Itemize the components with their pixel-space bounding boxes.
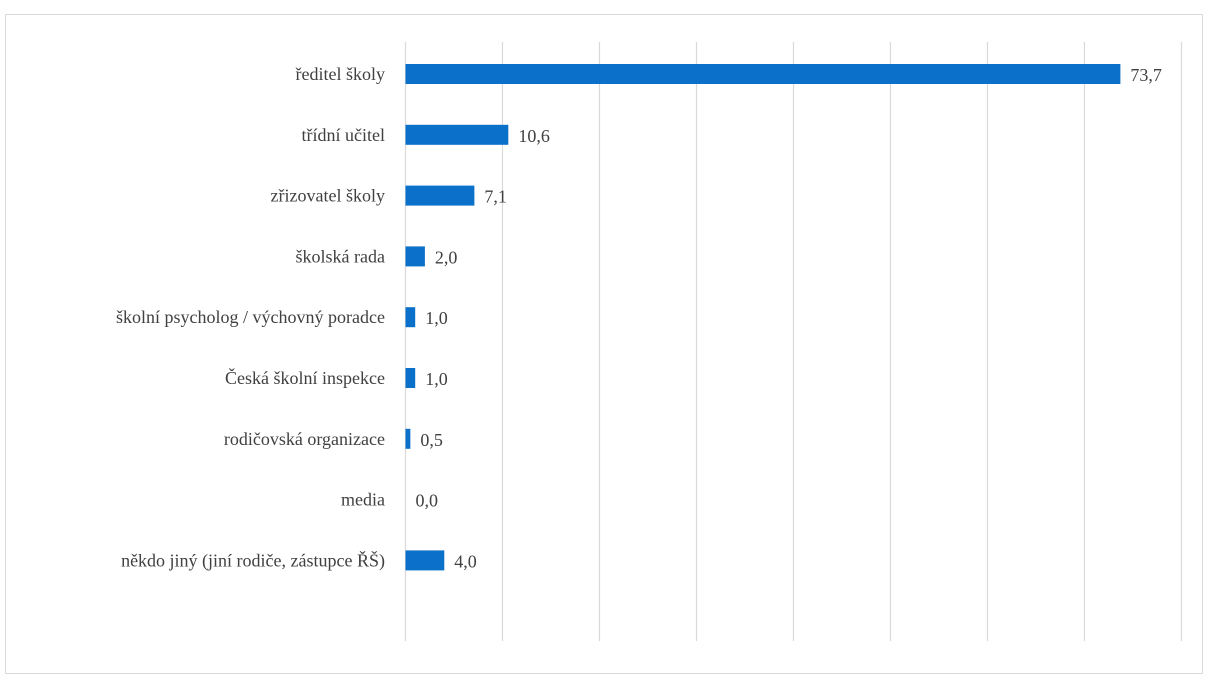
bars [405,64,1121,571]
category-label-8: někdo jiný (jiní rodiče, zástupce ŘŠ) [121,549,385,571]
value-label-3: 2,0 [435,247,458,267]
bar-5 [405,368,416,388]
bar-8 [405,550,445,571]
chart-frame [5,14,1203,674]
bar-0 [405,64,1121,84]
value-label-7: 0,0 [416,491,439,511]
category-label-7: media [341,490,385,510]
category-label-3: školská rada [296,246,385,266]
bar-1 [405,124,509,145]
category-label-5: Česká školní inspekce [225,367,385,388]
category-label-2: zřizovatel školy [271,186,385,206]
category-label-1: třídní učitel [302,125,385,145]
bar-4 [405,307,416,328]
value-label-8: 4,0 [454,551,477,571]
bar-2 [405,185,475,206]
bar-6 [405,428,411,449]
value-label-1: 10,6 [518,126,550,146]
value-labels: 73,7 10,6 7,1 2,0 1,0 1,0 0,5 0,0 4,0 [416,65,1162,571]
value-label-6: 0,5 [420,430,443,450]
value-label-2: 7,1 [484,187,507,207]
value-label-5: 1,0 [425,369,448,389]
bar-3 [405,246,425,267]
value-label-0: 73,7 [1130,65,1162,85]
category-label-6: rodičovská organizace [224,429,385,449]
category-label-0: ředitel školy [296,64,385,84]
bar-chart: ředitel školy třídní učitel zřizovatel ško… [116,42,1183,641]
category-labels: ředitel školy třídní učitel zřizovatel ško… [116,64,385,571]
category-label-4: školní psycholog / výchovný poradce [116,307,385,327]
value-label-4: 1,0 [425,308,448,328]
